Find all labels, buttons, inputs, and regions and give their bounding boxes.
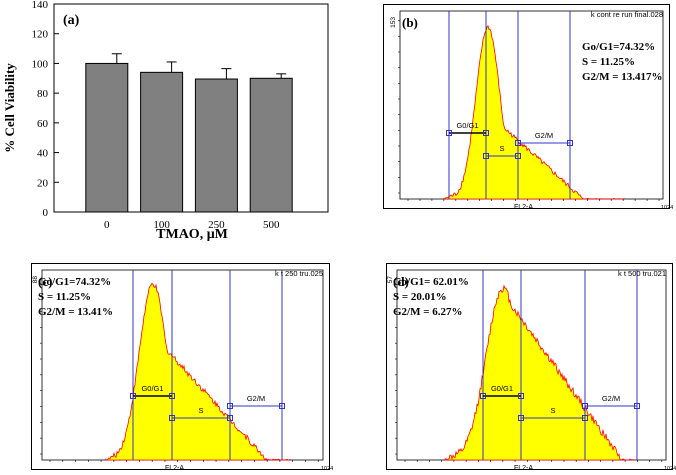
gate-marker xyxy=(169,415,175,421)
bar xyxy=(194,78,238,213)
bar xyxy=(85,62,129,213)
gate-marker xyxy=(227,415,233,421)
y-tick-label: 120 xyxy=(32,29,49,41)
gate-label: G0/G1 xyxy=(141,384,163,393)
x-axis-label: TMAO, μM xyxy=(156,227,228,242)
stat-label: S = 11.25% xyxy=(38,291,91,303)
stat-label: G2/M = 13.41% xyxy=(38,306,113,318)
gate-marker xyxy=(518,393,524,399)
x-axis-label: FL2-A xyxy=(165,465,184,472)
gate-marker xyxy=(567,140,573,146)
bar-chart-panel: 0 20 40 60 80 100 120 140 0 100 250 500 TMAO, μM % Ce… xyxy=(0,0,360,245)
stat-label: S = 11.25% xyxy=(582,56,635,68)
y-max-label: 88 xyxy=(32,276,39,284)
gate-label: G2/M xyxy=(602,394,620,403)
file-name-label: k cont re run final.028 xyxy=(591,10,663,19)
y-axis-label: % Cell Viability xyxy=(2,63,17,153)
gate-marker xyxy=(518,415,524,421)
plot-frame xyxy=(53,3,329,213)
flow-histogram-panel-c: G0/G1 S G2/M FL2-A 1024 88 k t 250 tru.025 (c) G… xyxy=(31,263,333,472)
gate-label: S xyxy=(198,406,203,415)
x-axis-label: FL2-A xyxy=(514,204,533,211)
y-tick-label: 0 xyxy=(43,207,49,219)
x-max-label: 1024 xyxy=(661,205,673,211)
histogram-b: G0/G1 S G2/M FL2-A 1024 153 k cont re run fina… xyxy=(390,10,673,211)
cell-viability-chart: 0 20 40 60 80 100 120 140 0 100 250 500 TMAO, μM % Ce… xyxy=(2,0,329,242)
gate-label: G0/G1 xyxy=(491,384,513,393)
x-tick-label: 0 xyxy=(104,219,110,231)
histogram-area xyxy=(444,284,634,461)
gate-label: G2/M xyxy=(247,394,265,403)
gate-label: G0/G1 xyxy=(456,121,478,130)
histogram-area xyxy=(105,282,291,461)
stat-label: Go/G1=74.32% xyxy=(582,41,655,53)
file-name-label: k t 250 tru.025 xyxy=(275,269,323,278)
x-axis-label: FL2-A xyxy=(514,465,533,472)
x-max-label: 1024 xyxy=(664,466,676,472)
file-name-label: k t 500 tru.021 xyxy=(618,269,666,278)
stat-label: Go/G1= 62.01% xyxy=(393,276,469,288)
x-tick-label: 100 xyxy=(153,219,170,231)
x-max-label: 1024 xyxy=(321,466,333,472)
gate-marker xyxy=(515,140,521,146)
gate-marker xyxy=(130,393,136,399)
stat-label: G2/M = 6.27% xyxy=(393,306,463,318)
gate-marker xyxy=(582,415,588,421)
gate-label: G2/M xyxy=(535,131,553,140)
x-tick-label: 500 xyxy=(263,219,280,231)
flow-histogram-panel-b: G0/G1 S G2/M FL2-A 1024 153 k cont re run fina… xyxy=(383,4,673,211)
panel-label: (c) xyxy=(38,274,52,289)
stat-label: Go/G1=74.32% xyxy=(38,276,111,288)
y-max-label: 153 xyxy=(390,17,397,28)
gate-marker xyxy=(169,393,175,399)
y-tick-label: 80 xyxy=(37,88,49,100)
gate-marker xyxy=(634,403,640,409)
gate-marker xyxy=(515,153,521,159)
panel-label: (b) xyxy=(402,15,418,30)
gate-marker xyxy=(446,130,452,136)
gate-marker xyxy=(483,130,489,136)
stat-label: G2/M = 13.417% xyxy=(582,71,663,83)
panel-label: (d) xyxy=(393,274,409,289)
y-max-label: 57 xyxy=(387,276,394,284)
y-tick-label: 100 xyxy=(32,58,49,70)
gate-label: S xyxy=(550,406,555,415)
gate-marker xyxy=(279,403,285,409)
y-tick-label: 60 xyxy=(37,118,49,130)
bar xyxy=(140,71,184,213)
flow-histogram-panel-d: G0/G1 S G2/M FL2-A 1024 57 k t 500 tru.021 (d) G… xyxy=(386,263,676,472)
y-tick-label: 20 xyxy=(37,177,49,189)
gate-marker xyxy=(582,403,588,409)
gate-marker xyxy=(483,153,489,159)
gate-marker xyxy=(227,403,233,409)
y-tick-label: 140 xyxy=(32,0,49,11)
stat-label: S = 20.01% xyxy=(393,291,447,303)
gate-label: S xyxy=(499,144,504,153)
gate-marker xyxy=(480,393,486,399)
x-tick-label: 250 xyxy=(208,219,225,231)
panel-label: (a) xyxy=(63,13,80,28)
bar xyxy=(249,77,293,213)
y-tick-label: 40 xyxy=(37,148,49,160)
